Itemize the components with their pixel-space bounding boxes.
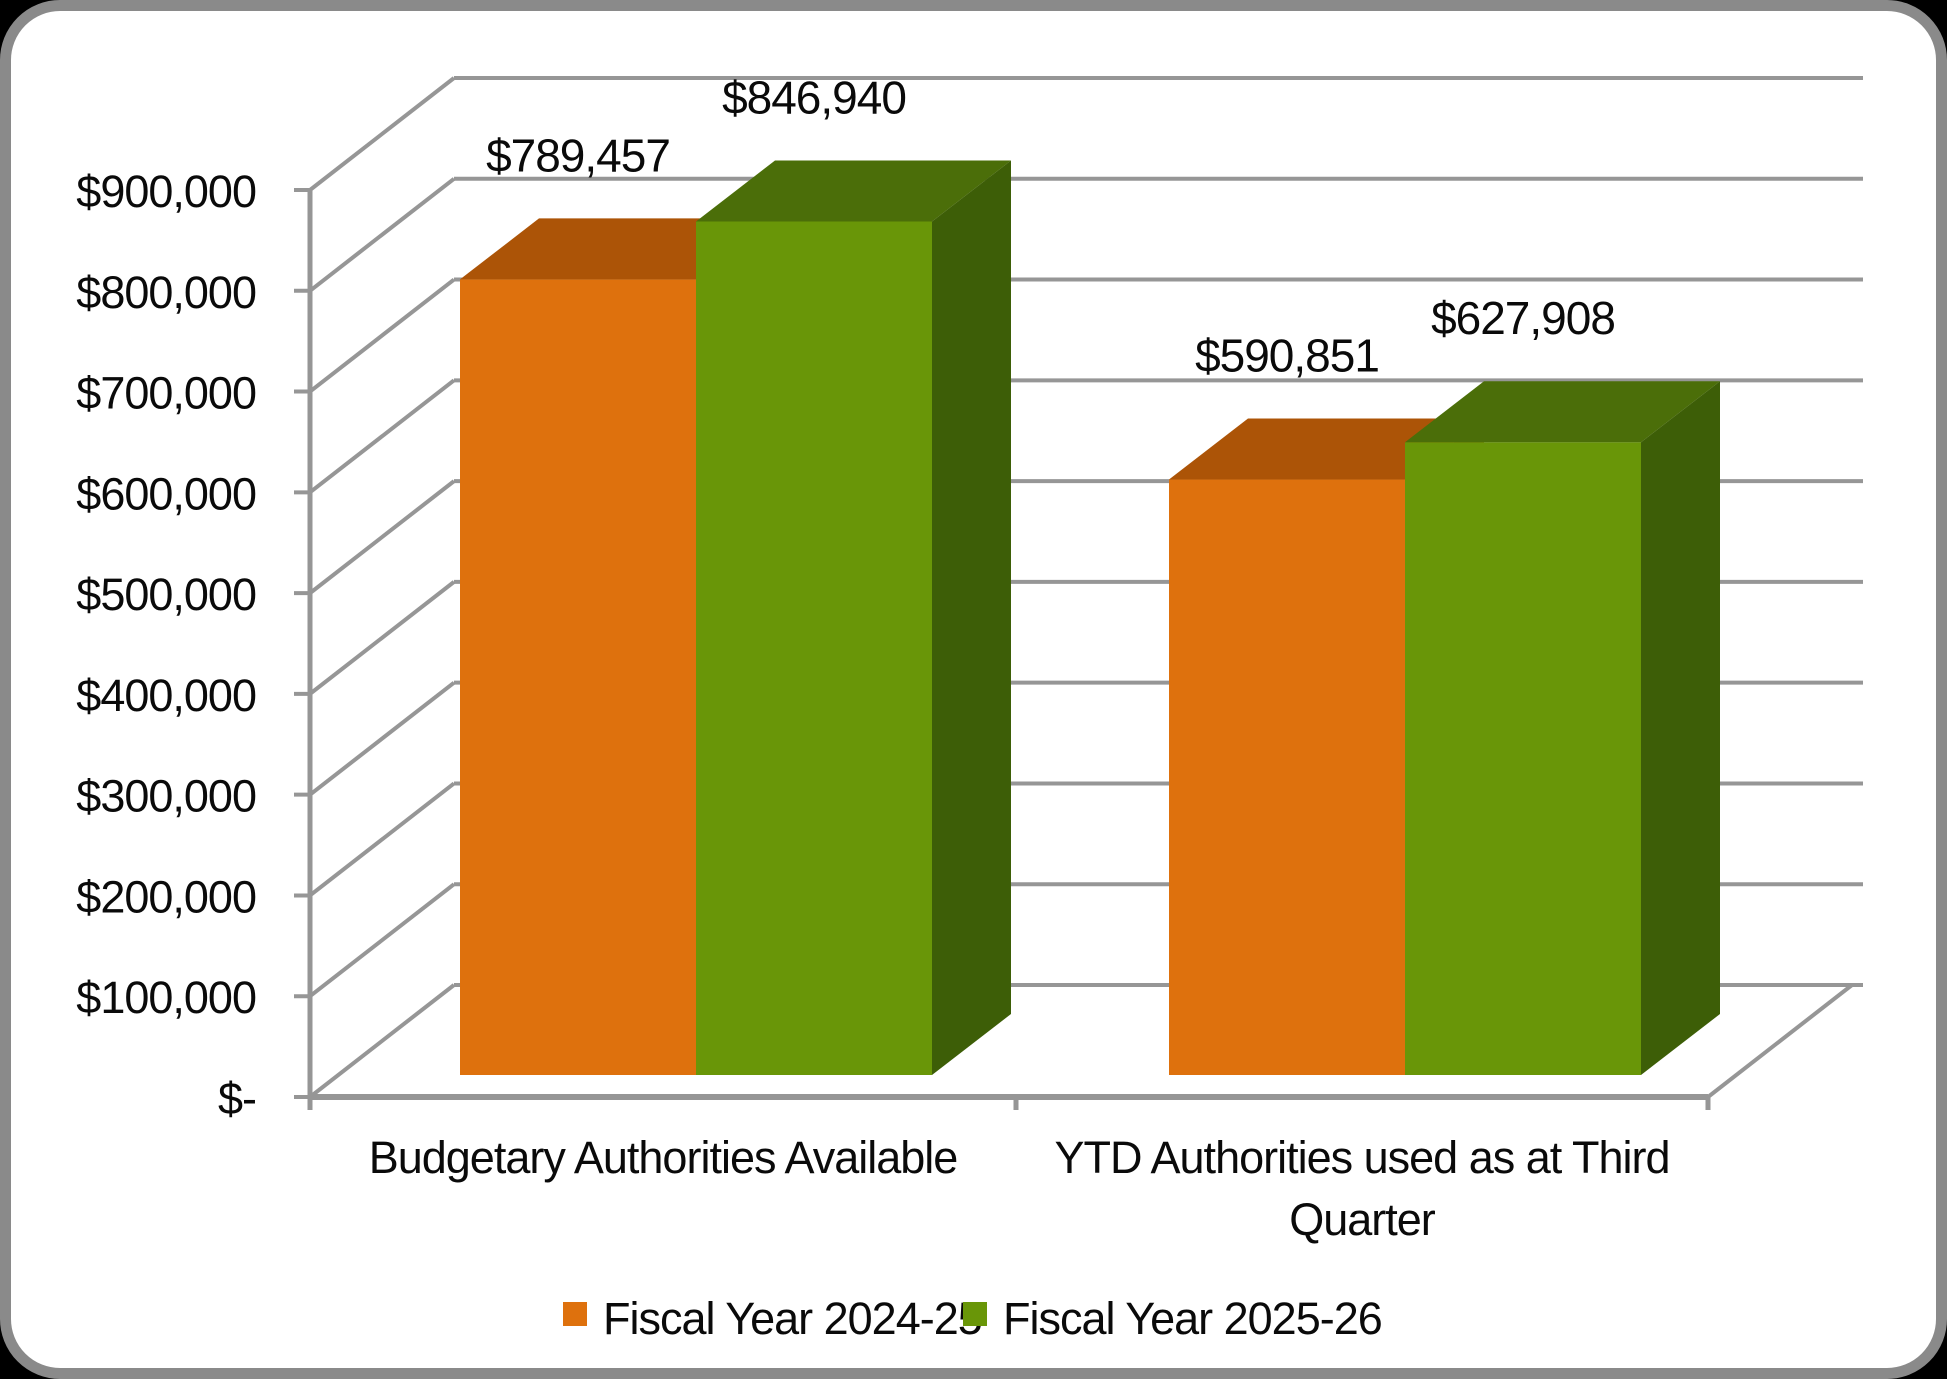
bar-top-face bbox=[1405, 381, 1720, 443]
data-label: $789,457 bbox=[486, 129, 670, 181]
legend-label: Fiscal Year 2025-26 bbox=[1003, 1293, 1382, 1344]
bar-front-face bbox=[696, 221, 932, 1076]
legend-label: Fiscal Year 2024-25 bbox=[603, 1293, 982, 1344]
gridline-depth bbox=[308, 580, 456, 696]
axes bbox=[307, 190, 1711, 1110]
legend: Fiscal Year 2024-25 Fiscal Year 2025-26 bbox=[563, 1293, 1383, 1344]
floor-right-edge bbox=[1706, 983, 1854, 1099]
y-axis-tick-label: $700,000 bbox=[76, 368, 256, 419]
y-axis-tick-label: $400,000 bbox=[76, 670, 256, 721]
bars bbox=[460, 160, 1720, 1076]
bar-front-face bbox=[1169, 479, 1405, 1076]
bar-side-face bbox=[932, 160, 1011, 1076]
category-label: Budgetary Authorities Available bbox=[369, 1132, 958, 1183]
y-axis-tick-label: $900,000 bbox=[76, 166, 256, 217]
gridline-depth bbox=[308, 479, 456, 595]
gridline-depth bbox=[308, 781, 456, 898]
legend-swatch-fy2025-26 bbox=[963, 1302, 987, 1326]
data-label: $846,940 bbox=[722, 71, 906, 123]
bar-fy2025-26-cat2 bbox=[1405, 381, 1720, 1076]
category-label: YTD Authorities used as at Third bbox=[1055, 1132, 1670, 1183]
gridline-depth bbox=[308, 882, 456, 998]
y-axis-tick-label: $200,000 bbox=[76, 871, 256, 922]
bar-side-face bbox=[1641, 381, 1720, 1076]
bar-front-face bbox=[1405, 442, 1641, 1076]
gridline-depth bbox=[308, 681, 456, 797]
3d-clustered-column-chart: $789,457 $846,940 $590,851 $627,908 $- $100,0… bbox=[76, 71, 1863, 1344]
y-axis-tick-label: $300,000 bbox=[76, 771, 256, 822]
y-axis-tick-label: $500,000 bbox=[76, 569, 256, 620]
bar-front-face bbox=[460, 279, 696, 1075]
y-axis-tick-label: $600,000 bbox=[76, 468, 256, 519]
bar-fy2025-26-cat1 bbox=[696, 160, 1011, 1076]
gridline-depth bbox=[308, 378, 456, 494]
data-label: $627,908 bbox=[1431, 292, 1615, 344]
gridline-depth bbox=[308, 277, 456, 394]
gridline-depth bbox=[308, 177, 456, 293]
y-axis-tick-label: $100,000 bbox=[76, 972, 256, 1023]
gridline-depth bbox=[308, 983, 456, 1099]
gridline-depth bbox=[308, 76, 456, 192]
y-axis-tick-label: $- bbox=[218, 1073, 256, 1124]
legend-swatch-fy2024-25 bbox=[563, 1302, 587, 1326]
y-axis-tick-label: $800,000 bbox=[76, 267, 256, 318]
data-label: $590,851 bbox=[1195, 330, 1379, 382]
category-label: Quarter bbox=[1289, 1194, 1436, 1245]
bar-top-face bbox=[696, 160, 1011, 222]
